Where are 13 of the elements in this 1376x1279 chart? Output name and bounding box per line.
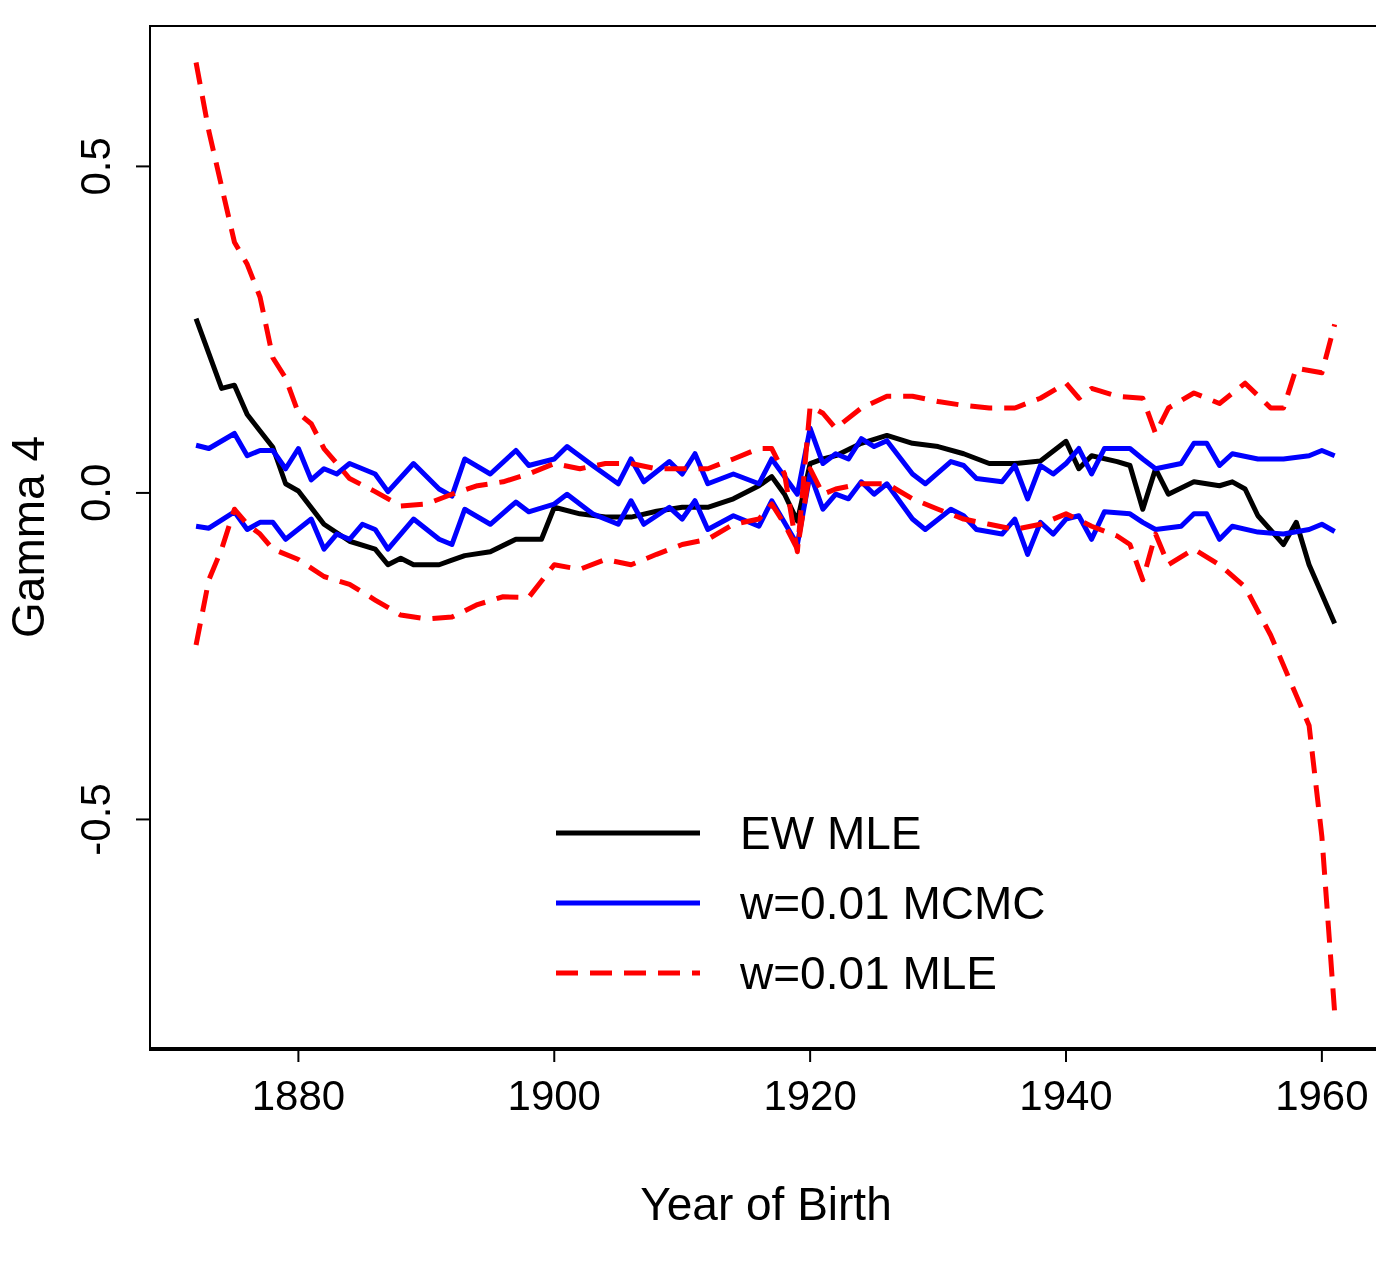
x-tick-label: 1880 xyxy=(251,1071,346,1119)
legend-label: w=0.01 MLE xyxy=(740,946,997,1000)
x-tick-label: 1900 xyxy=(507,1071,601,1119)
legend-label: EW MLE xyxy=(740,806,922,860)
y-tick-label: 0.5 xyxy=(72,137,119,196)
x-axis-title: Year of Birth xyxy=(640,1178,892,1230)
x-tick-label: 1920 xyxy=(763,1071,857,1119)
y-tick-label: 0.0 xyxy=(72,463,119,523)
y-axis-title: Gamma 4 xyxy=(2,436,55,638)
x-tick-label: 1940 xyxy=(1019,1071,1113,1119)
legend-label: w=0.01 MCMC xyxy=(740,876,1046,930)
y-tick-label: -0.5 xyxy=(72,783,119,856)
x-tick-label: 1960 xyxy=(1275,1071,1369,1119)
